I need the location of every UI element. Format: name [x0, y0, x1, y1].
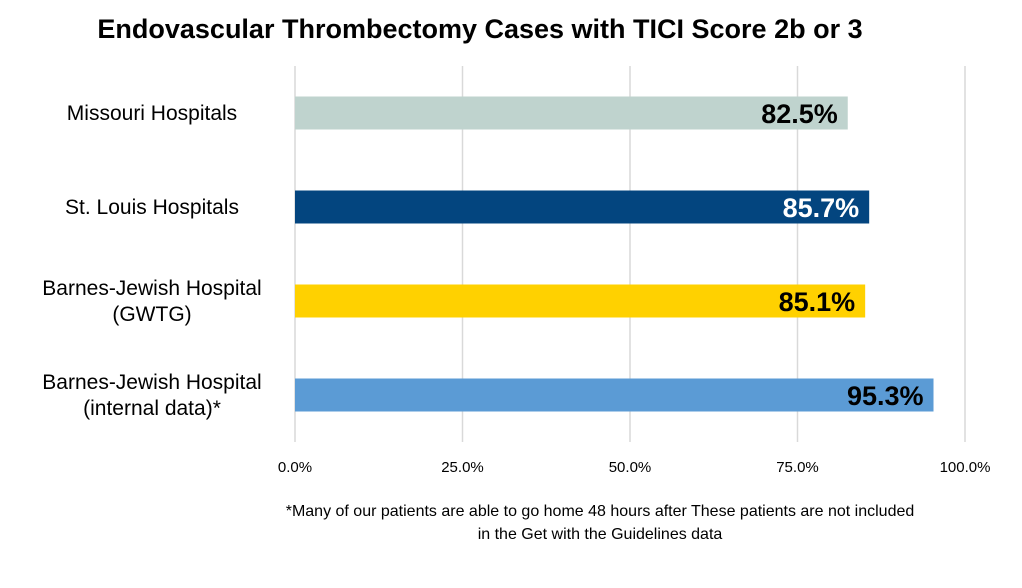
x-axis-tick-labels: 0.0% 25.0% 50.0% 75.0% 100.0% — [278, 459, 991, 476]
data-label: 82.5% — [761, 99, 838, 129]
footnote-line-1: *Many of our patients are able to go hom… — [285, 503, 915, 520]
category-label: Missouri Hospitals — [67, 102, 237, 125]
category-label: (GWTG) — [112, 303, 191, 326]
footnote: *Many of our patients are able to go hom… — [180, 500, 1020, 546]
bars: 82.5% 85.7% 85.1% 95.3% — [295, 96, 934, 412]
bar-chart: 82.5% 85.7% 85.1% 95.3% Missouri Hospitals S… — [42, 66, 991, 476]
x-tick-label: 0.0% — [278, 459, 312, 476]
category-labels: Missouri Hospitals St. Louis Hospitals Bar… — [42, 102, 261, 420]
x-tick-label: 100.0% — [940, 459, 991, 476]
category-label: Barnes-Jewish Hospital — [42, 371, 261, 394]
category-label: St. Louis Hospitals — [65, 196, 239, 219]
x-tick-label: 75.0% — [776, 459, 819, 476]
chart-title: Endovascular Thrombectomy Cases with TIC… — [97, 14, 863, 44]
footnote-line-2: in the Get with the Guidelines data — [477, 526, 723, 543]
x-tick-label: 25.0% — [441, 459, 484, 476]
data-label: 85.7% — [783, 193, 860, 223]
bar — [295, 378, 934, 412]
data-label: 85.1% — [779, 287, 856, 317]
data-label: 95.3% — [847, 381, 924, 411]
bar — [295, 190, 870, 224]
bar — [295, 96, 848, 130]
bar — [295, 284, 866, 318]
category-label: Barnes-Jewish Hospital — [42, 277, 261, 300]
category-label: (internal data)* — [83, 397, 221, 420]
x-tick-label: 50.0% — [609, 459, 652, 476]
